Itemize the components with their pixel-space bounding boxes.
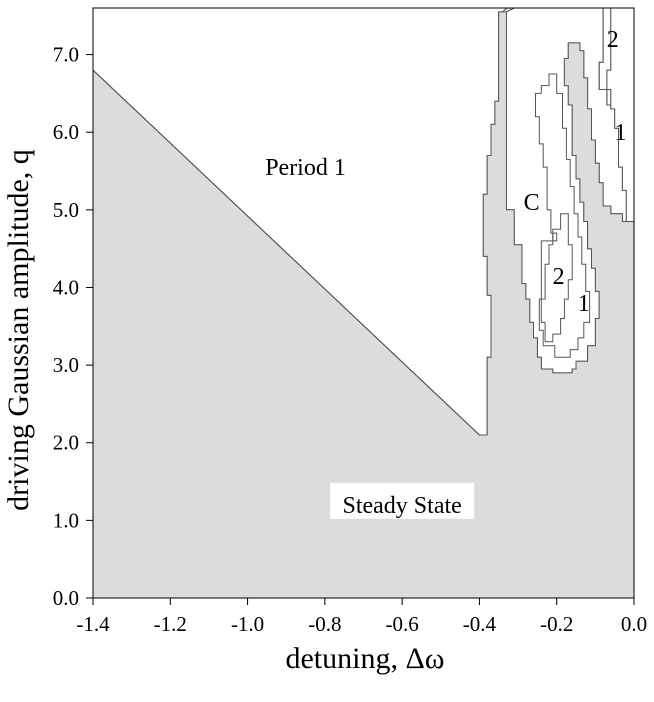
x-tick-label: -0.4	[463, 612, 497, 636]
region-2-label: 2	[607, 27, 619, 53]
y-tick-label: 0.0	[53, 586, 79, 610]
x-tick-label: -1.4	[76, 612, 110, 636]
inner-period-region	[535, 73, 591, 358]
x-tick-label: -1.0	[231, 612, 264, 636]
y-tick-label: 7.0	[53, 43, 79, 67]
x-axis-title: detuning, Δω	[285, 642, 444, 675]
diagonal-boundary-line	[92, 69, 480, 436]
x-tick-label: -0.8	[308, 612, 341, 636]
y-axis-title: driving Gaussian amplitude, q	[2, 149, 35, 511]
region-3-label: 1	[614, 120, 626, 146]
region-4-outline	[540, 213, 573, 343]
y-tick-label: 4.0	[53, 275, 79, 299]
region-4-label: 2	[553, 264, 565, 290]
x-tick-label: 0.0	[621, 612, 647, 636]
y-tick-label: 3.0	[53, 353, 79, 377]
y-axis: 0.0 1.0 2.0 3.0 4.0 5.0 6.0 7.0	[53, 43, 93, 610]
region-6-label: Steady State	[342, 493, 461, 519]
region-1-label: C	[524, 190, 540, 216]
y-tick-label: 5.0	[53, 198, 79, 222]
y-tick-label: 6.0	[53, 120, 79, 144]
x-axis: -1.4 -1.2 -1.0 -0.8 -0.6 -0.4 -0.2 0.0	[76, 598, 647, 636]
region-0-label: Period 1	[265, 155, 346, 181]
y-tick-label: 1.0	[53, 508, 79, 532]
region-6-label-box	[330, 482, 475, 519]
steady-state-boundary	[92, 11, 635, 599]
region-5-label: 1	[578, 291, 590, 317]
x-tick-label: -1.2	[154, 612, 187, 636]
x-tick-label: -0.2	[540, 612, 573, 636]
region-3-outline	[606, 7, 635, 222]
x-tick-label: -0.6	[386, 612, 419, 636]
plot-frame	[92, 7, 635, 599]
y-tick-label: 2.0	[53, 431, 79, 455]
